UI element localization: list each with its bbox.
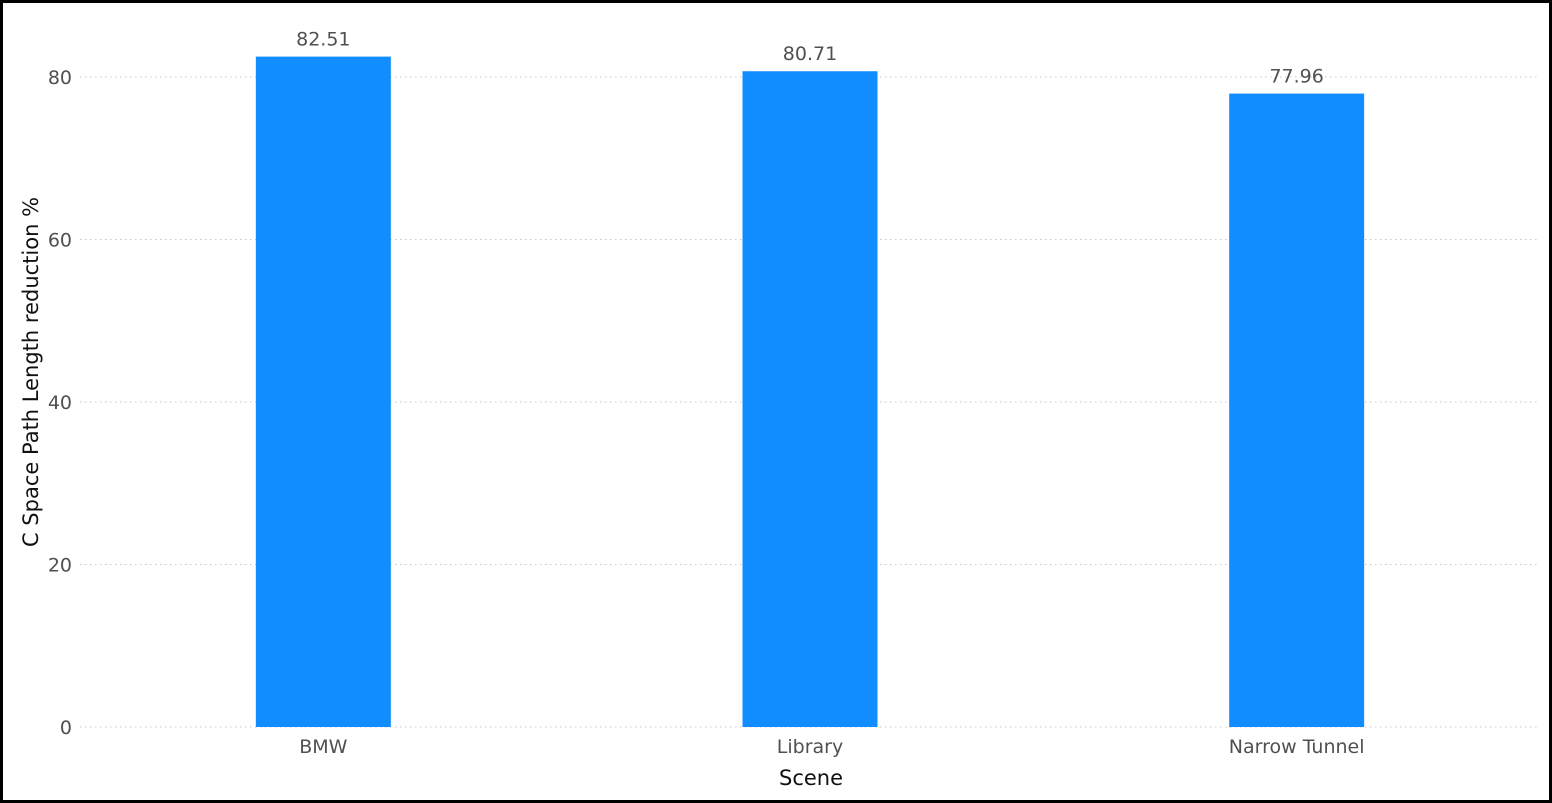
y-tick-label: 60 bbox=[48, 230, 72, 252]
x-axis-ticks: BMW Library Narrow Tunnel bbox=[299, 736, 1364, 758]
x-tick-label: BMW bbox=[299, 736, 347, 758]
bars bbox=[255, 56, 1365, 727]
y-tick-label: 0 bbox=[60, 717, 72, 739]
bar bbox=[1229, 93, 1365, 727]
x-tick-label: Library bbox=[777, 736, 843, 758]
y-tick-label: 40 bbox=[48, 392, 72, 414]
data-label: 82.51 bbox=[296, 29, 350, 51]
bar bbox=[742, 71, 878, 727]
x-axis-title: Scene bbox=[779, 766, 843, 790]
y-axis-ticks: 0 20 40 60 80 bbox=[48, 67, 72, 739]
y-tick-label: 80 bbox=[48, 67, 72, 89]
data-label: 77.96 bbox=[1269, 66, 1323, 88]
data-label: 80.71 bbox=[783, 43, 837, 65]
y-tick-label: 20 bbox=[48, 555, 72, 577]
data-labels: 82.51 80.71 77.96 bbox=[296, 29, 1324, 88]
y-axis-title: C Space Path Length reduction % bbox=[19, 197, 43, 547]
bar bbox=[255, 56, 391, 727]
x-tick-label: Narrow Tunnel bbox=[1229, 736, 1365, 758]
